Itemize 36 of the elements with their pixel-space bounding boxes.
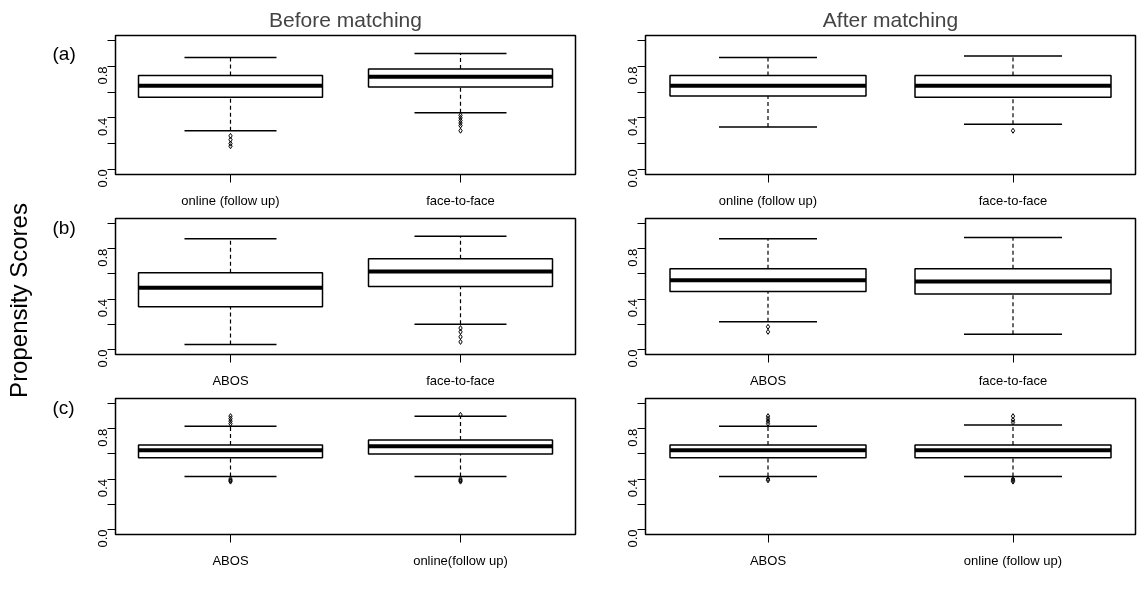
x-tick-label: online(follow up) [413, 552, 508, 568]
y-tick-label: 0.0 [625, 529, 640, 548]
y-tick-label: 0.0 [625, 349, 640, 368]
y-tick-label: 0.8 [625, 428, 640, 447]
x-tick-label: ABOS [749, 372, 787, 388]
y-tick-label: 0.4 [625, 299, 640, 318]
y-tick-label: 0.4 [95, 479, 110, 498]
text: (a) [52, 42, 76, 64]
y-tick-label: 0.8 [95, 428, 110, 447]
x-tick-label: ABOS [749, 552, 787, 568]
y-tick-label: 0.0 [625, 169, 640, 188]
x-tick-label: ABOS [212, 552, 249, 568]
y-tick-label: 0.8 [95, 66, 110, 85]
y-axis-title: Propensity Scores [5, 203, 32, 398]
x-tick-label: face-to-face [978, 372, 1048, 388]
y-tick-label: 0.0 [95, 349, 110, 368]
y-tick-label: 0.8 [625, 248, 640, 267]
x-tick-label: face-to-face [426, 192, 495, 208]
y-tick-label: 0.4 [625, 117, 640, 136]
y-tick-label: 0.4 [95, 117, 110, 136]
y-tick-label: 0.0 [95, 529, 110, 548]
chart-title: After matching [822, 7, 959, 31]
y-tick-label: 0.4 [95, 299, 110, 318]
x-tick-label: face-to-face [426, 372, 495, 388]
y-tick-label: 0.0 [95, 169, 110, 188]
x-tick-label: online (follow up) [181, 192, 280, 208]
x-tick-label: ABOS [212, 372, 249, 388]
y-tick-label: 0.8 [95, 248, 110, 267]
text: (b) [52, 216, 76, 238]
y-tick-label: 0.8 [625, 66, 640, 85]
y-tick-label: 0.4 [625, 479, 640, 498]
x-tick-label: online (follow up) [718, 192, 818, 208]
text: (c) [52, 396, 75, 418]
x-tick-label: online (follow up) [963, 552, 1063, 568]
x-tick-label: face-to-face [978, 192, 1048, 208]
chart-title: Before matching [269, 7, 422, 31]
